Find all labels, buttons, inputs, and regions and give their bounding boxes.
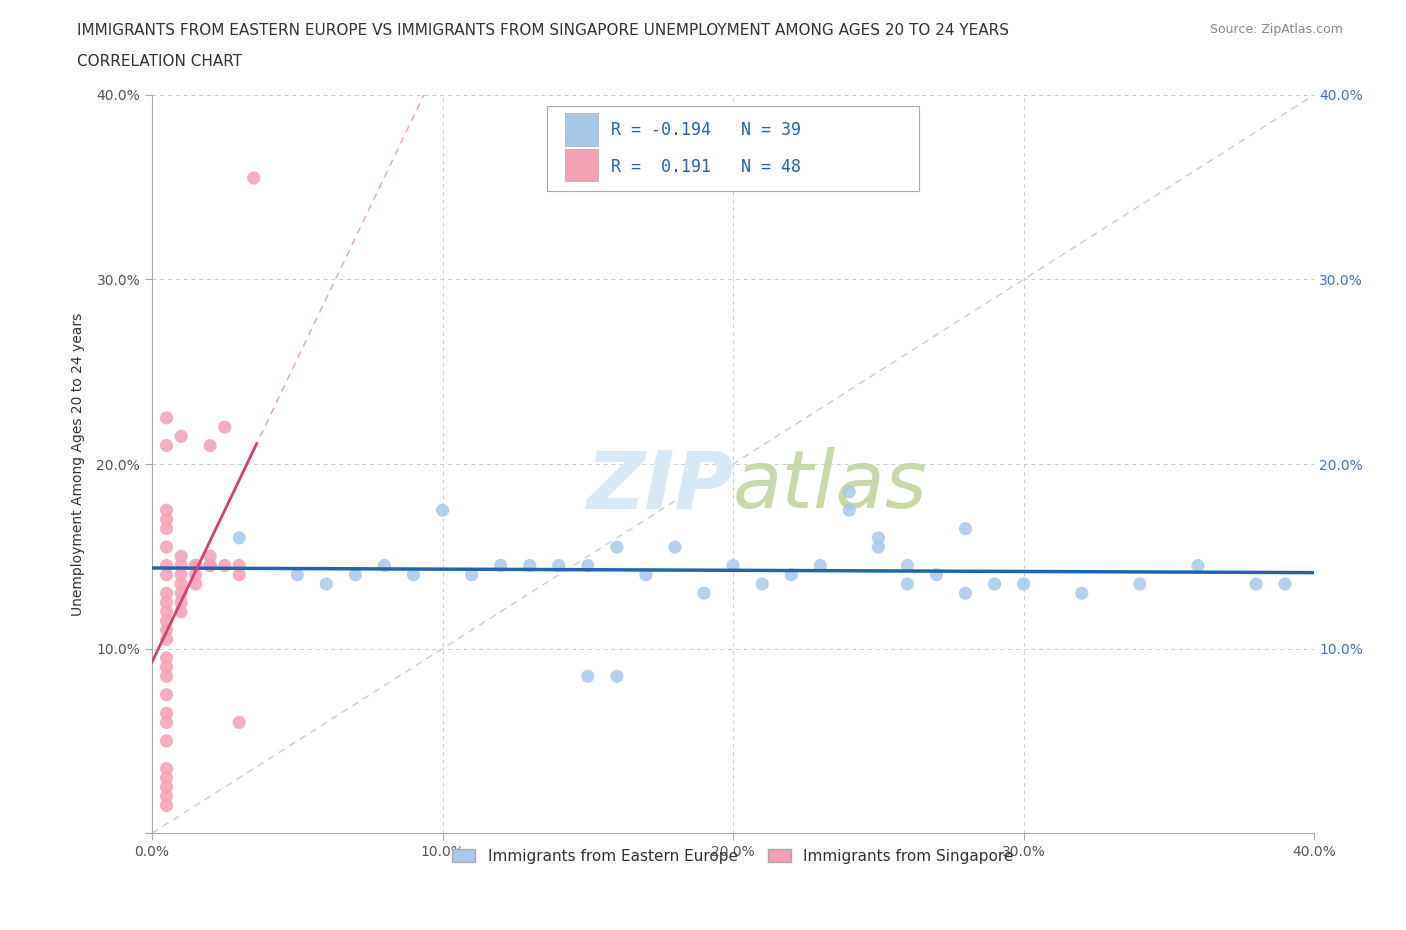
Point (808, 558, 831, 573)
Point (155, 659, 177, 674)
Point (402, 567, 425, 582)
Point (1244, 577, 1267, 591)
Point (228, 715, 250, 730)
Point (184, 558, 207, 573)
Legend: Immigrants from Eastern Europe, Immigrants from Singapore: Immigrants from Eastern Europe, Immigran… (446, 843, 1019, 870)
Point (155, 438, 177, 453)
Point (155, 770, 177, 785)
Point (198, 558, 221, 573)
Point (155, 539, 177, 554)
Point (155, 761, 177, 776)
Point (751, 577, 773, 591)
Point (170, 577, 193, 591)
Point (606, 669, 628, 684)
Point (155, 595, 177, 610)
Point (170, 595, 193, 610)
Point (780, 567, 803, 582)
Point (1129, 577, 1152, 591)
FancyBboxPatch shape (547, 106, 920, 191)
Point (170, 558, 193, 573)
Point (198, 549, 221, 564)
Point (664, 539, 686, 554)
Point (228, 558, 250, 573)
Point (198, 558, 221, 573)
Point (838, 503, 860, 518)
Point (214, 558, 236, 573)
Point (983, 577, 1005, 591)
Point (155, 410, 177, 425)
Point (838, 485, 860, 499)
Point (170, 604, 193, 619)
Point (519, 558, 541, 573)
Point (1274, 577, 1296, 591)
Point (896, 558, 918, 573)
Point (155, 604, 177, 619)
Point (344, 567, 367, 582)
Point (155, 558, 177, 573)
Point (170, 567, 193, 582)
Point (155, 632, 177, 647)
Point (896, 577, 918, 591)
Point (868, 539, 890, 554)
Point (155, 706, 177, 721)
Point (155, 521, 177, 536)
Point (170, 549, 193, 564)
Point (955, 521, 977, 536)
Point (693, 586, 716, 601)
Point (155, 687, 177, 702)
Point (184, 558, 207, 573)
Point (155, 734, 177, 749)
Point (155, 669, 177, 684)
Point (155, 789, 177, 804)
Point (576, 669, 599, 684)
Text: Source: ZipAtlas.com: Source: ZipAtlas.com (1209, 23, 1343, 36)
FancyBboxPatch shape (565, 149, 599, 181)
Point (198, 438, 221, 453)
Point (155, 512, 177, 527)
Point (373, 558, 395, 573)
FancyBboxPatch shape (565, 113, 599, 146)
Point (155, 503, 177, 518)
Point (170, 586, 193, 601)
Point (184, 567, 207, 582)
Text: atlas: atlas (733, 447, 928, 525)
Point (155, 779, 177, 794)
Point (606, 539, 628, 554)
Text: CORRELATION CHART: CORRELATION CHART (77, 54, 242, 69)
Point (228, 567, 250, 582)
Point (198, 558, 221, 573)
Point (214, 419, 236, 434)
Point (1187, 558, 1209, 573)
Point (721, 558, 744, 573)
Point (155, 567, 177, 582)
Text: R = -0.194   N = 39: R = -0.194 N = 39 (612, 121, 801, 140)
Point (184, 577, 207, 591)
Point (868, 530, 890, 545)
Point (155, 715, 177, 730)
Point (155, 650, 177, 665)
Text: ZIP: ZIP (586, 447, 733, 525)
Y-axis label: Unemployment Among Ages 20 to 24 years: Unemployment Among Ages 20 to 24 years (72, 312, 86, 616)
Point (315, 577, 337, 591)
Point (955, 586, 977, 601)
Point (576, 558, 599, 573)
Point (155, 623, 177, 638)
Point (432, 503, 454, 518)
Point (155, 586, 177, 601)
Point (155, 798, 177, 813)
Point (242, 170, 264, 185)
Point (155, 614, 177, 629)
Point (547, 558, 569, 573)
Point (1012, 577, 1035, 591)
Point (170, 429, 193, 444)
Point (1070, 586, 1092, 601)
Point (634, 567, 657, 582)
Point (925, 567, 948, 582)
Point (228, 530, 250, 545)
Point (489, 558, 512, 573)
Text: R =  0.191   N = 48: R = 0.191 N = 48 (612, 157, 801, 176)
Point (460, 567, 482, 582)
Point (285, 567, 308, 582)
Text: IMMIGRANTS FROM EASTERN EUROPE VS IMMIGRANTS FROM SINGAPORE UNEMPLOYMENT AMONG A: IMMIGRANTS FROM EASTERN EUROPE VS IMMIGR… (77, 23, 1010, 38)
